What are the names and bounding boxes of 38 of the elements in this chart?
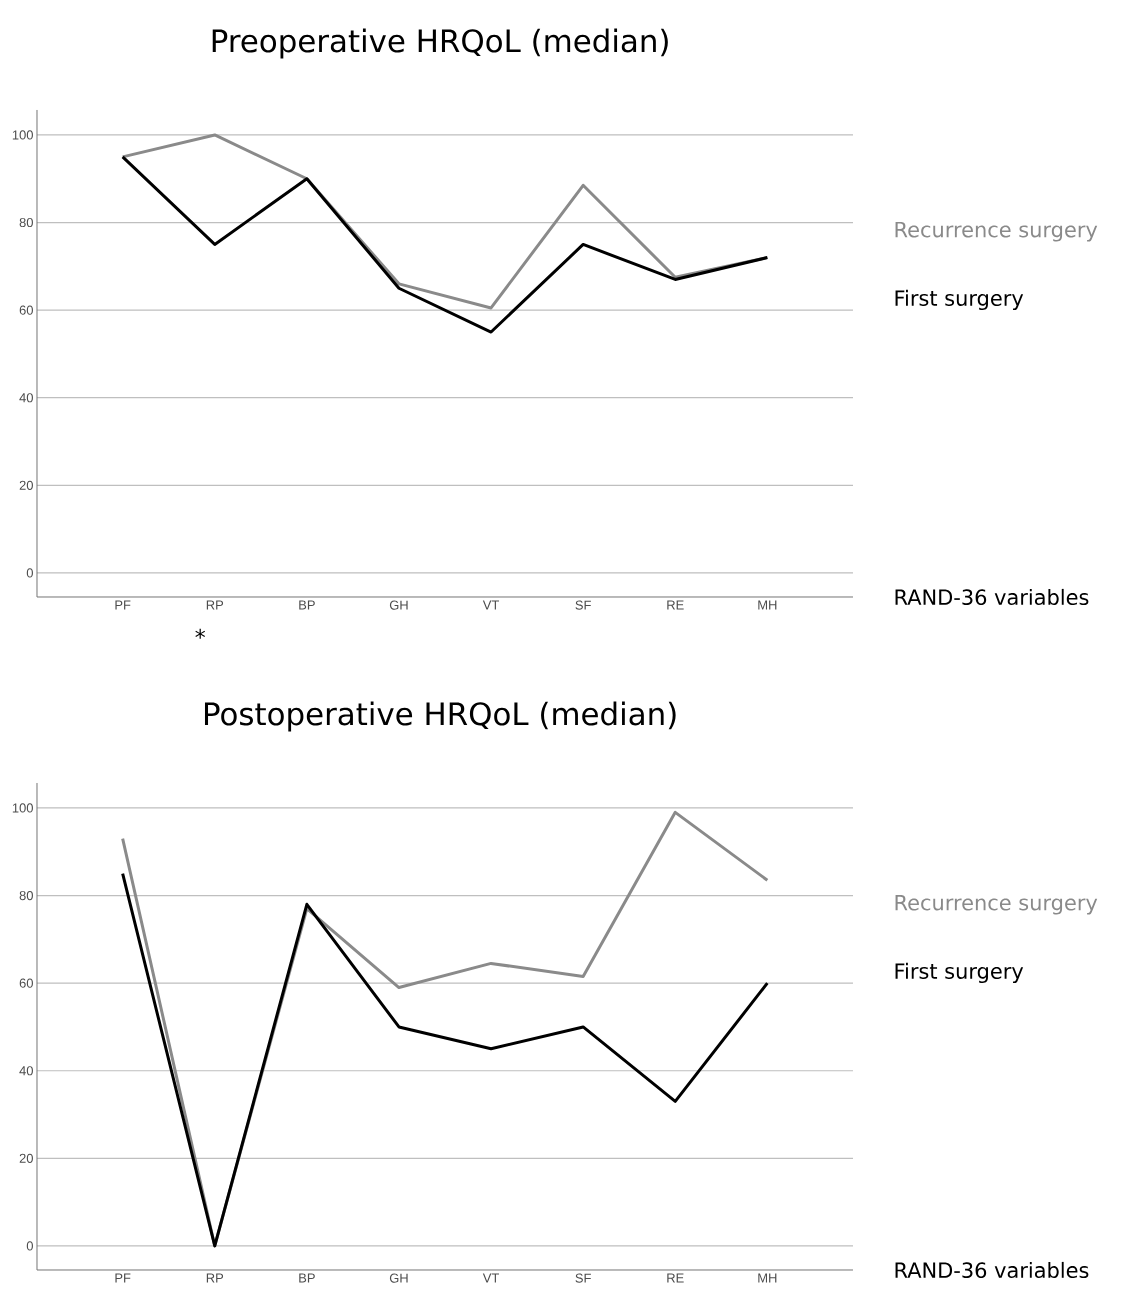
x-axis-title: RAND-36 variables [895,588,1089,606]
y-tick-label: 40 [19,393,33,403]
x-tick-label: SF [575,1273,591,1283]
y-tick-label: 0 [26,568,33,578]
text: * [195,628,206,639]
x-tick-label: GH [389,1273,408,1283]
x-tick-label: VT [482,1273,500,1283]
y-tick-label: 100 [12,130,33,140]
y-tick-label: 80 [19,890,33,901]
y-tick-label: 60 [19,978,33,988]
y-tick-label: 80 [19,217,33,228]
x-tick-label: MH [758,1273,777,1283]
chart-title: Preoperative HRQoL (median) [212,28,668,59]
y-tick-label: 20 [19,480,33,490]
x-tick-label: SF [575,600,591,610]
x-axis-title: RAND-36 variables [895,1261,1089,1279]
x-tick-label: MH [758,600,777,610]
x-tick-label: BP [299,1273,315,1283]
y-tick-label: 100 [12,803,33,813]
text: First surgery [895,289,1024,311]
x-tick-label: GH [389,600,408,610]
line-series [121,155,769,334]
x-tick-label: VT [482,600,500,610]
x-tick-label: RE [667,1273,684,1283]
x-tick-label: PF [115,1273,131,1283]
y-tick-label: 20 [19,1153,33,1163]
text: Recurrence surgery [895,221,1098,242]
chart-title: Postoperative HRQoL (median) [204,701,676,732]
x-tick-label: BP [299,600,315,610]
y-tick-label: 60 [19,305,33,315]
x-tick-label: RP [206,600,224,610]
y-tick-label: 0 [26,1241,33,1251]
y-tick-label: 40 [19,1066,33,1076]
text: First surgery [895,962,1024,984]
text: Recurrence surgery [895,894,1098,915]
x-tick-label: RP [206,1273,224,1283]
x-tick-label: PF [115,600,131,610]
x-tick-label: RE [667,600,684,610]
